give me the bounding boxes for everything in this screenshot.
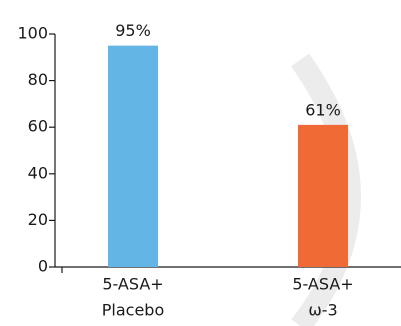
value-label: 61%: [305, 100, 341, 119]
x-tick-label: ω-3: [308, 301, 337, 320]
y-tick-label: 0: [38, 257, 48, 276]
bar: [108, 45, 158, 268]
y-tick-label: 40: [28, 163, 48, 182]
background-arc: [291, 53, 361, 326]
y-tick-label: 80: [28, 70, 48, 89]
x-tick-label: 5-ASA+: [102, 275, 163, 294]
y-tick-label: 20: [28, 210, 48, 229]
value-label: 95%: [115, 21, 151, 40]
x-tick-label: 5-ASA+: [292, 275, 353, 294]
x-tick-label: Placebo: [102, 301, 164, 320]
y-tick-label: 60: [28, 117, 48, 136]
bar: [298, 124, 348, 268]
y-tick-label: 100: [17, 24, 48, 43]
